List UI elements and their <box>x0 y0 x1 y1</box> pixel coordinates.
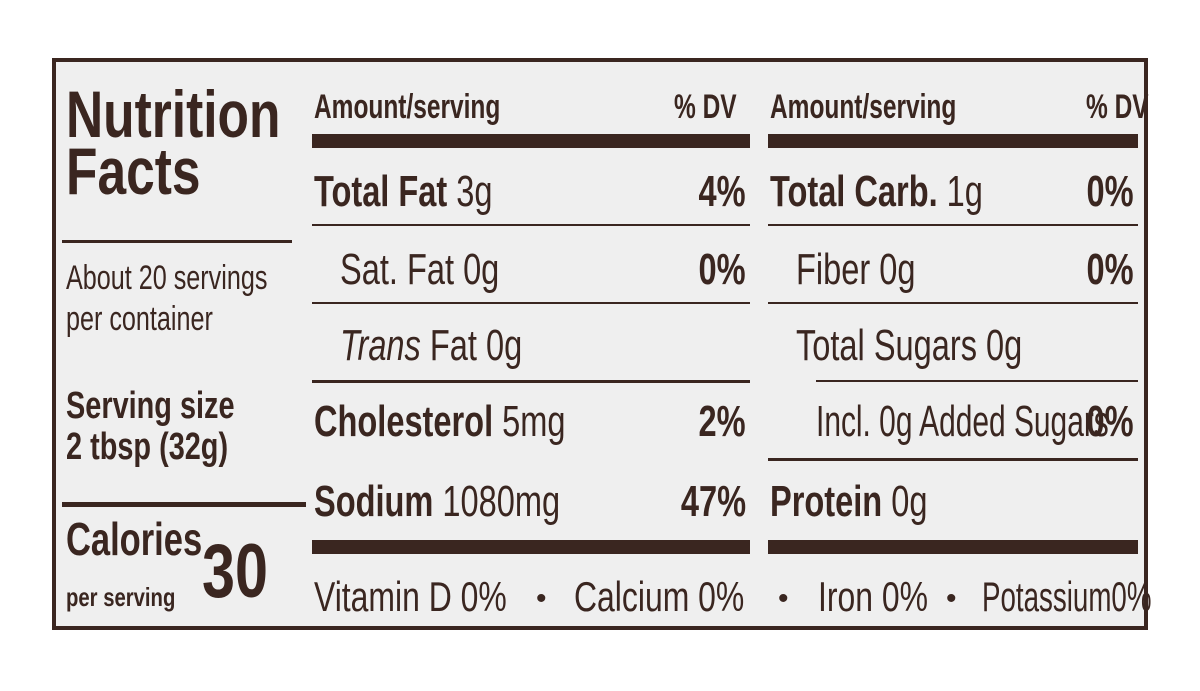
nutrient-name: Cholesterol <box>314 397 494 446</box>
nutrient-row-trans-fat: Trans Fat 0g <box>340 324 586 368</box>
label-title: Nutrition Facts <box>66 77 341 208</box>
serving-size-label: Serving size <box>66 385 235 427</box>
row-divider <box>768 458 1138 461</box>
left-header-bar <box>312 134 750 148</box>
left-dv-header: % DV <box>674 88 737 126</box>
row-divider <box>768 224 1138 226</box>
micronutrient-vitamin-d: Vitamin D 0% <box>314 573 507 620</box>
nutrient-dv-sodium: 47% <box>680 477 746 526</box>
right-footer-bar <box>768 540 1138 554</box>
nutrient-name: Sat. Fat <box>340 245 455 294</box>
row-divider <box>312 302 750 304</box>
nutrient-amount: 0g <box>891 477 928 526</box>
calories-label: Calories <box>66 513 203 565</box>
nutrient-row-added-sugars: Incl. 0g Added Sugars <box>816 400 1200 444</box>
separator-dot: • <box>536 582 547 615</box>
serving-size-value: 2 tbsp (32g) <box>66 426 229 469</box>
nutrient-row-total-carb: Total Carb. 1g <box>770 170 1058 214</box>
nutrient-amount: 0g <box>463 245 500 294</box>
nutrient-amount: 1g <box>946 167 983 216</box>
nutrient-name-italic: Trans <box>340 321 421 370</box>
nutrient-amount: 0g <box>485 321 523 370</box>
nutrient-row-sodium: Sodium 1080mg <box>314 480 647 524</box>
nutrient-amount: 0g <box>986 321 1023 370</box>
nutrient-dv-total-fat: 4% <box>698 167 746 216</box>
serving-divider <box>62 502 306 507</box>
right-dv-header: % DV <box>1086 88 1149 126</box>
nutrient-row-total-fat: Total Fat 3g <box>314 170 555 214</box>
nutrient-name: Sodium <box>314 477 434 526</box>
nutrient-amount: 0g <box>879 245 916 294</box>
right-amount-header: Amount/serving <box>770 88 957 126</box>
separator-dot: • <box>778 582 789 615</box>
row-divider <box>312 224 750 226</box>
left-footer-bar <box>312 540 750 554</box>
nutrition-facts-label: Nutrition Facts About 20 servings per co… <box>52 58 1151 630</box>
micronutrient-potassium: Potassium0% <box>982 573 1152 620</box>
calories-value: 30 <box>202 529 268 614</box>
serving-size: Serving size 2 tbsp (32g) <box>66 385 288 469</box>
nutrient-row-protein: Protein 0g <box>770 480 983 524</box>
nutrient-row-sat-fat: Sat. Fat 0g <box>340 248 555 292</box>
nutrient-dv-total-carb: 0% <box>1086 167 1134 216</box>
row-divider <box>768 302 1138 304</box>
nutrient-amount: 5mg <box>502 397 566 446</box>
micronutrient-iron: Iron 0% <box>818 573 929 620</box>
nutrient-name: Incl. 0g Added Sugars <box>816 397 1109 446</box>
row-divider <box>816 380 1138 382</box>
nutrient-dv-fiber: 0% <box>1086 245 1134 294</box>
row-divider <box>312 380 750 383</box>
micronutrient-calcium: Calcium 0% <box>574 573 745 620</box>
separator-dot: • <box>946 582 957 615</box>
title-line-1: Nutrition <box>66 77 281 151</box>
title-line-2: Facts <box>66 133 201 208</box>
nutrient-dv-sat-fat: 0% <box>698 245 746 294</box>
nutrient-name: Fiber <box>796 245 871 294</box>
nutrient-row-total-sugars: Total Sugars 0g <box>796 324 1102 368</box>
nutrient-name: Protein <box>770 477 883 526</box>
servings-per-container: About 20 servings per container <box>66 259 268 338</box>
nutrient-dv-added-sugars: 0% <box>1086 397 1134 446</box>
nutrient-dv-cholesterol: 2% <box>698 397 746 446</box>
nutrient-name: Fat <box>429 321 477 370</box>
nutrient-name: Total Fat <box>314 167 448 216</box>
nutrient-row-cholesterol: Cholesterol 5mg <box>314 400 654 444</box>
nutrient-amount: 1080mg <box>442 477 561 526</box>
right-header-bar <box>768 134 1138 148</box>
nutrient-name: Total Carb. <box>770 167 938 216</box>
title-divider <box>62 240 292 243</box>
left-amount-header: Amount/serving <box>314 88 501 126</box>
calories-per-serving-label: per serving <box>66 582 176 612</box>
nutrient-row-fiber: Fiber 0g <box>796 248 957 292</box>
nutrient-amount: 3g <box>456 167 493 216</box>
nutrient-name: Total Sugars <box>796 321 977 370</box>
